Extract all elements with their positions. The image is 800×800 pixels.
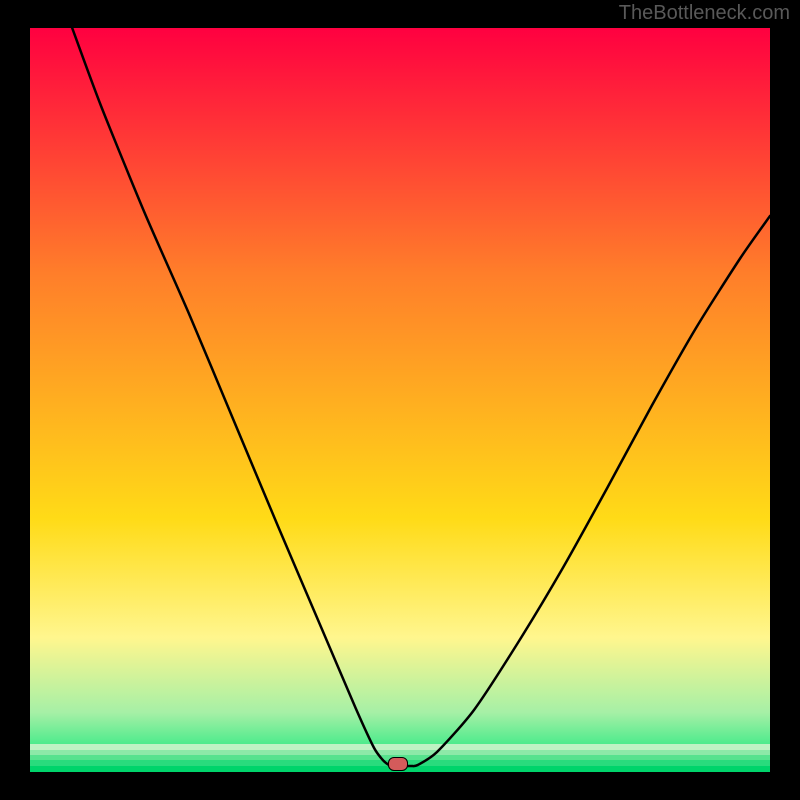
watermark-text: TheBottleneck.com [619, 2, 790, 25]
minimum-marker [388, 757, 408, 771]
chart-stage: TheBottleneck.com [0, 0, 800, 800]
bottleneck-curve [30, 28, 770, 772]
curve-path [72, 28, 770, 766]
plot-area [30, 28, 770, 772]
